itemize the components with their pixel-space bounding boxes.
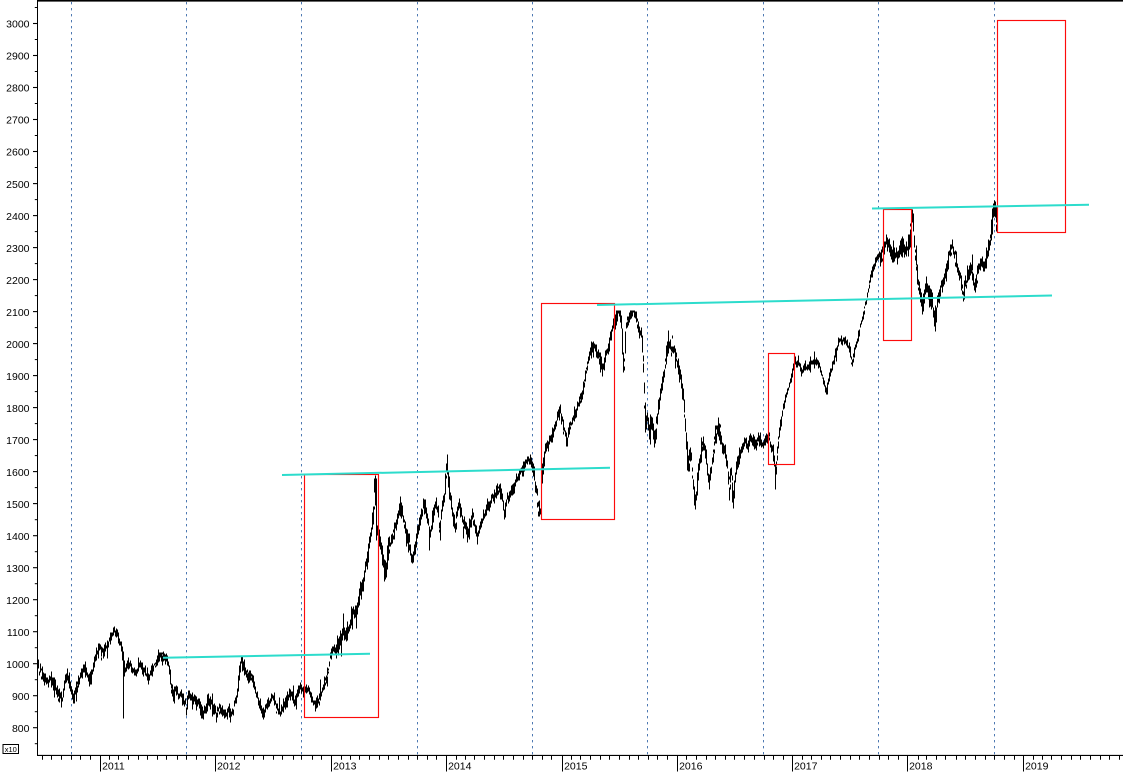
svg-text:2600: 2600 (6, 147, 30, 159)
svg-text:2800: 2800 (6, 83, 30, 95)
svg-text:2017: 2017 (794, 761, 818, 772)
svg-text:2300: 2300 (6, 243, 30, 255)
svg-text:2013: 2013 (333, 761, 357, 772)
svg-text:1700: 1700 (6, 435, 30, 447)
svg-text:2700: 2700 (6, 115, 30, 127)
svg-text:2018: 2018 (909, 761, 933, 772)
svg-text:2400: 2400 (6, 211, 30, 223)
svg-text:2000: 2000 (6, 339, 30, 351)
svg-text:1300: 1300 (6, 563, 30, 575)
svg-text:3000: 3000 (6, 19, 30, 31)
svg-text:800: 800 (12, 723, 30, 735)
svg-text:2200: 2200 (6, 275, 30, 287)
svg-text:x10: x10 (5, 745, 17, 754)
svg-text:900: 900 (12, 691, 30, 703)
svg-text:2500: 2500 (6, 179, 30, 191)
svg-text:2014: 2014 (448, 761, 472, 772)
svg-text:1500: 1500 (6, 499, 30, 511)
svg-text:1800: 1800 (6, 403, 30, 415)
svg-text:2019: 2019 (1025, 761, 1049, 772)
svg-text:1100: 1100 (7, 627, 30, 639)
svg-text:1000: 1000 (6, 659, 30, 671)
svg-text:2015: 2015 (564, 761, 588, 772)
svg-text:2016: 2016 (679, 761, 703, 772)
svg-text:2900: 2900 (6, 51, 30, 63)
svg-text:2100: 2100 (6, 307, 30, 319)
svg-text:1400: 1400 (6, 531, 30, 543)
svg-text:2012: 2012 (217, 761, 241, 772)
svg-text:1900: 1900 (6, 371, 30, 383)
svg-text:1200: 1200 (6, 595, 30, 607)
svg-text:2011: 2011 (102, 761, 125, 772)
svg-text:1600: 1600 (6, 467, 30, 479)
